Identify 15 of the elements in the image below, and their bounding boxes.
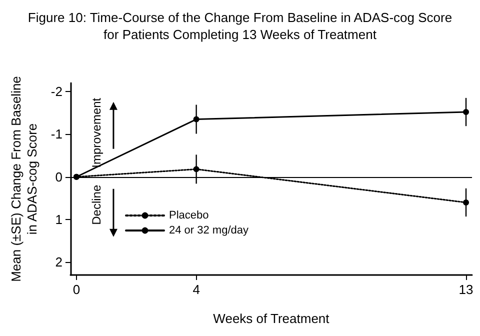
y-tick-label: 1 [55,212,62,228]
x-tick-label: 4 [192,282,200,297]
y-axis-title: Mean (±SE) Change From Baseline in ADAS-cog Score [8,76,40,282]
y-tick-label: -1 [50,126,62,142]
y-tick-label: 2 [55,254,62,270]
y-tick-label: -2 [50,84,62,100]
x-tick-label: 13 [458,282,474,297]
annotation: Decline [89,184,104,225]
legend-label: 24 or 32 mg/day [169,224,249,236]
legend-label: Placebo [169,210,209,222]
x-tick-label: 0 [72,282,80,297]
x-axis-title: Weeks of Treatment [213,311,330,326]
y-tick-label: 0 [55,169,62,184]
chart-title: Figure 10: Time-Course of the Change From Baseline in ADAS-cog Score for Patients Completing 13 Weeks of Treatment [28,10,452,42]
annotation: Improvement [89,97,104,168]
